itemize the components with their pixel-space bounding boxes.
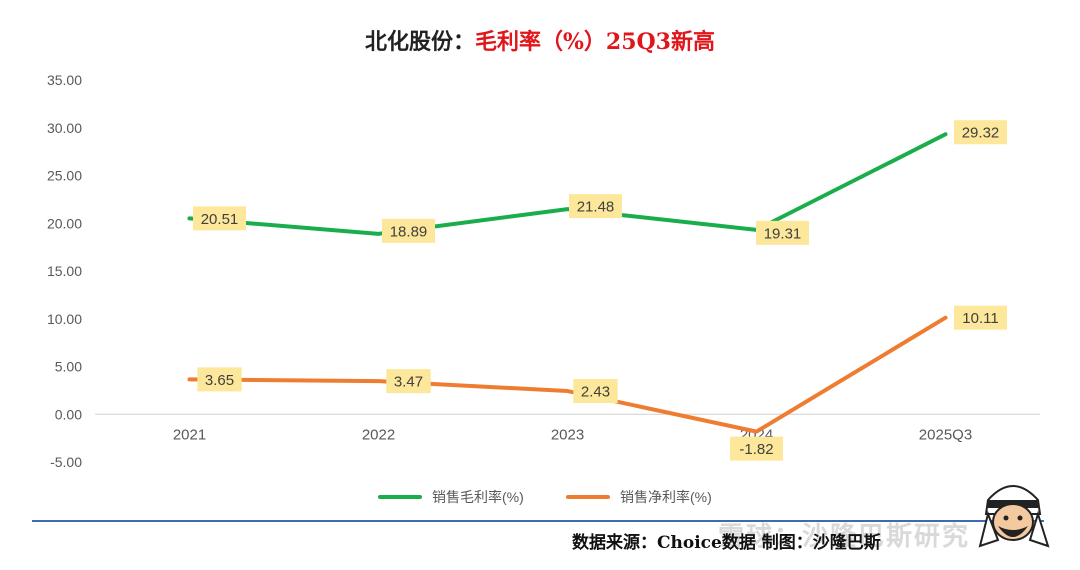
chart-title-prefix: 北化股份：	[364, 29, 475, 55]
footer-divider	[32, 520, 1044, 522]
source-note: 数据来源：Choice数据 制图：沙隆巴斯	[572, 533, 881, 553]
data-label-bg	[756, 220, 809, 245]
y-tick-label: 5.00	[55, 359, 82, 375]
data-label-bg	[193, 206, 246, 231]
y-tick-label: -5.00	[50, 454, 82, 470]
data-label-bg	[573, 379, 618, 404]
legend-label-1: 销售净利率(%)	[620, 489, 712, 505]
data-label: 21.48	[577, 199, 615, 216]
chart-title-highlight: 毛利率（%）25Q3新高	[475, 29, 715, 55]
data-label-bg	[386, 369, 431, 394]
chart-title: 北化股份：毛利率（%）25Q3新高	[0, 24, 1080, 56]
y-tick-label: 30.00	[47, 120, 82, 136]
watermark: 雪球：沙隆巴斯研究	[718, 522, 971, 552]
x-tick-label: 2021	[173, 426, 206, 443]
data-label: 18.89	[390, 223, 428, 240]
data-label: 29.32	[962, 125, 1000, 142]
y-tick-label: 35.00	[47, 72, 82, 88]
data-label-bg	[954, 305, 1007, 330]
data-label: 19.31	[764, 225, 802, 242]
x-tick-label: 2022	[362, 426, 395, 443]
y-tick-label: 15.00	[47, 263, 82, 279]
data-label: 2.43	[581, 384, 610, 401]
mascot-avatar-icon	[978, 485, 1050, 548]
y-tick-label: 10.00	[47, 311, 82, 327]
y-tick-label: 0.00	[55, 406, 82, 422]
x-tick-label: 2025Q3	[919, 426, 972, 443]
data-label-bg	[569, 194, 622, 219]
series-line-1	[187, 315, 948, 434]
data-label-bg	[197, 367, 242, 392]
data-label: 20.51	[201, 211, 239, 228]
data-label: 10.11	[962, 310, 998, 327]
data-label-bg	[730, 436, 783, 461]
legend-label-0: 销售毛利率(%)	[432, 489, 524, 505]
series-line-0	[187, 132, 948, 236]
y-tick-label: 20.00	[47, 215, 82, 231]
data-label: 3.65	[205, 372, 234, 389]
data-label: -1.82	[739, 441, 773, 458]
x-tick-label: 2023	[551, 426, 584, 443]
data-label: 3.47	[394, 374, 423, 391]
y-tick-label: 25.00	[47, 168, 82, 184]
data-label-bg	[954, 120, 1007, 145]
data-label-bg	[382, 218, 435, 243]
